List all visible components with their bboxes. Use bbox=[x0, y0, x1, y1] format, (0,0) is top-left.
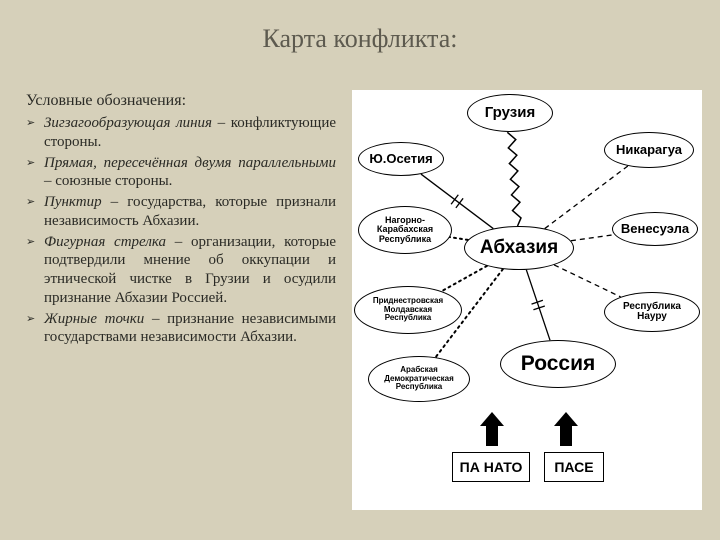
legend-item: ➢Пунктир – государства, которые признали… bbox=[26, 193, 336, 231]
node-adr: АрабскаяДемократическаяРеспублика bbox=[368, 356, 470, 402]
page-title: Карта конфликта: bbox=[0, 0, 720, 54]
bullet-icon: ➢ bbox=[26, 154, 44, 171]
node-abh: Абхазия bbox=[464, 226, 574, 270]
legend-item: ➢Прямая, пересечённая двумя параллельным… bbox=[26, 154, 336, 192]
node-gruzia: Грузия bbox=[467, 94, 553, 132]
node-russia: Россия bbox=[500, 340, 616, 388]
box-pase: ПАСЕ bbox=[544, 452, 604, 482]
box-panato: ПА НАТО bbox=[452, 452, 530, 482]
legend-item: ➢Жирные точки – признание независимыми г… bbox=[26, 310, 336, 348]
legend-text: Зигзагообразующая линия – конфликтующие … bbox=[44, 114, 336, 152]
conflict-diagram: Грузия Ю.Осетия Никарагуа Венесуэла Нагорно-… bbox=[352, 90, 702, 510]
legend-heading: Условные обозначения: bbox=[26, 92, 336, 110]
node-nicar: Никарагуа bbox=[604, 132, 694, 168]
node-venes: Венесуэла bbox=[612, 212, 698, 246]
legend-text: Прямая, пересечённая двумя параллельными… bbox=[44, 154, 336, 192]
arrow-up-icon bbox=[480, 412, 504, 446]
node-yuoset: Ю.Осетия bbox=[358, 142, 444, 176]
arrow-up-icon bbox=[554, 412, 578, 446]
legend-text: Пунктир – государства, которые признали … bbox=[44, 193, 336, 231]
legend-item: ➢Фигурная стрелка – организации, которые… bbox=[26, 233, 336, 308]
bullet-icon: ➢ bbox=[26, 193, 44, 210]
node-nauru: Республика Науру bbox=[604, 292, 700, 332]
legend-text: Фигурная стрелка – организации, которые … bbox=[44, 233, 336, 308]
bullet-icon: ➢ bbox=[26, 114, 44, 131]
node-nk: Нагорно-КарабахскаяРеспублика bbox=[358, 206, 452, 254]
node-pridn: ПриднестровскаяМолдавскаяРеспублика bbox=[354, 286, 462, 334]
legend: Условные обозначения: ➢Зигзагообразующая… bbox=[26, 92, 336, 349]
bullet-icon: ➢ bbox=[26, 233, 44, 250]
legend-item: ➢Зигзагообразующая линия – конфликтующие… bbox=[26, 114, 336, 152]
bullet-icon: ➢ bbox=[26, 310, 44, 327]
legend-text: Жирные точки – признание независимыми го… bbox=[44, 310, 336, 348]
